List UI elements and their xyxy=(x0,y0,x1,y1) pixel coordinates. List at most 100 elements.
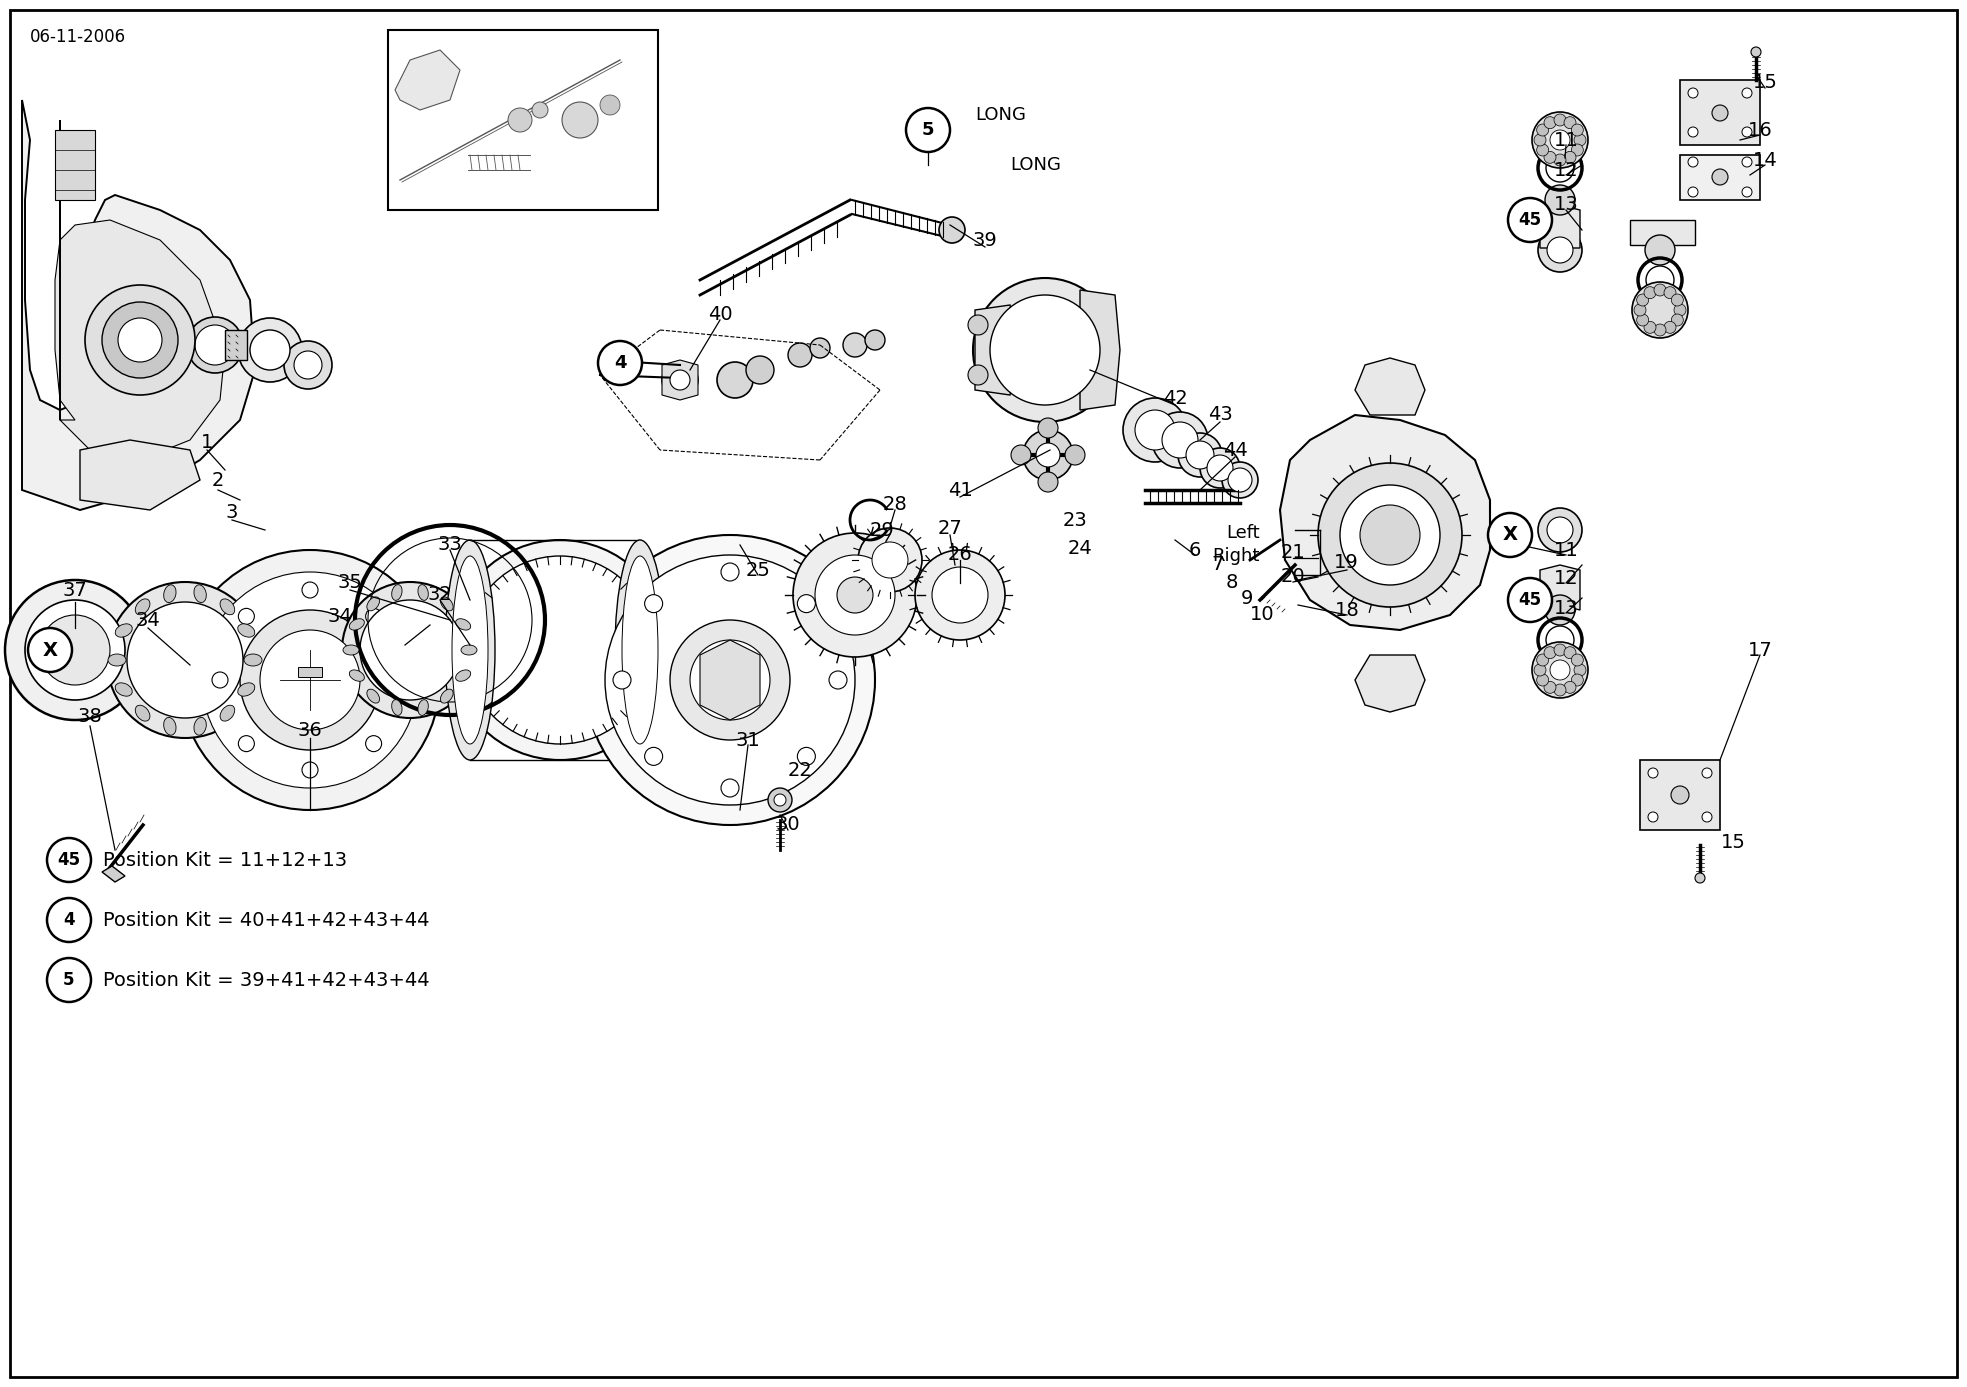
Circle shape xyxy=(1064,445,1086,465)
Circle shape xyxy=(1637,313,1648,326)
Circle shape xyxy=(1743,87,1753,98)
Circle shape xyxy=(366,609,382,624)
Circle shape xyxy=(1536,123,1548,136)
Ellipse shape xyxy=(163,717,177,735)
Circle shape xyxy=(690,639,769,720)
Text: 2: 2 xyxy=(212,470,224,490)
Circle shape xyxy=(671,620,791,741)
Text: 12: 12 xyxy=(1554,161,1578,179)
Circle shape xyxy=(1208,455,1233,481)
Circle shape xyxy=(1564,646,1576,659)
Ellipse shape xyxy=(244,655,262,666)
Circle shape xyxy=(1572,144,1583,155)
Text: 29: 29 xyxy=(869,520,895,540)
Circle shape xyxy=(1135,411,1174,449)
Ellipse shape xyxy=(195,717,207,735)
Circle shape xyxy=(1227,467,1253,492)
Text: 21: 21 xyxy=(1281,544,1306,563)
Circle shape xyxy=(1711,169,1727,184)
Circle shape xyxy=(858,528,923,592)
Circle shape xyxy=(240,610,380,750)
Text: 38: 38 xyxy=(77,706,102,725)
Text: 42: 42 xyxy=(1162,388,1188,408)
Ellipse shape xyxy=(456,619,470,630)
Circle shape xyxy=(1554,684,1566,696)
Polygon shape xyxy=(1680,80,1760,146)
Circle shape xyxy=(1554,114,1566,126)
Circle shape xyxy=(1532,112,1587,168)
Circle shape xyxy=(789,343,812,368)
Circle shape xyxy=(1039,417,1058,438)
Circle shape xyxy=(47,958,90,1001)
Circle shape xyxy=(1546,517,1574,542)
Circle shape xyxy=(968,365,987,386)
Text: Position Kit = 11+12+13: Position Kit = 11+12+13 xyxy=(102,850,346,870)
Circle shape xyxy=(181,551,441,810)
Circle shape xyxy=(507,108,531,132)
Circle shape xyxy=(974,277,1117,422)
Polygon shape xyxy=(1080,290,1119,411)
Circle shape xyxy=(1222,462,1259,498)
Ellipse shape xyxy=(350,619,364,630)
Circle shape xyxy=(1654,284,1666,295)
Polygon shape xyxy=(81,440,201,510)
Circle shape xyxy=(85,284,195,395)
Circle shape xyxy=(1532,642,1587,698)
Polygon shape xyxy=(55,121,224,460)
Text: 17: 17 xyxy=(1747,641,1772,659)
Circle shape xyxy=(283,341,332,388)
Circle shape xyxy=(466,556,653,743)
Circle shape xyxy=(1536,144,1548,155)
Ellipse shape xyxy=(238,624,256,637)
Ellipse shape xyxy=(391,584,401,601)
Circle shape xyxy=(1359,505,1420,565)
Circle shape xyxy=(907,108,950,153)
Text: 45: 45 xyxy=(1519,211,1542,229)
Text: Position Kit = 40+41+42+43+44: Position Kit = 40+41+42+43+44 xyxy=(102,910,429,929)
Polygon shape xyxy=(1355,358,1424,415)
Text: 25: 25 xyxy=(745,560,771,580)
Text: 35: 35 xyxy=(338,573,362,591)
Polygon shape xyxy=(976,305,1021,395)
Bar xyxy=(224,330,248,361)
Polygon shape xyxy=(1631,221,1696,245)
Text: 26: 26 xyxy=(948,545,972,565)
Circle shape xyxy=(1572,674,1583,687)
Circle shape xyxy=(1743,187,1753,197)
Polygon shape xyxy=(700,639,759,720)
Polygon shape xyxy=(1281,415,1489,630)
Circle shape xyxy=(938,216,966,243)
Text: 15: 15 xyxy=(1753,74,1778,93)
Circle shape xyxy=(1538,508,1581,552)
Circle shape xyxy=(28,628,73,671)
Polygon shape xyxy=(1540,205,1580,248)
Text: 18: 18 xyxy=(1336,601,1359,620)
Circle shape xyxy=(1674,304,1686,316)
Circle shape xyxy=(767,788,793,811)
Text: 7: 7 xyxy=(1212,556,1223,574)
Circle shape xyxy=(814,555,895,635)
Circle shape xyxy=(1635,304,1646,316)
Text: 10: 10 xyxy=(1249,606,1275,624)
Circle shape xyxy=(600,94,620,115)
Bar xyxy=(297,667,323,677)
Circle shape xyxy=(1743,157,1753,166)
Circle shape xyxy=(1672,294,1684,307)
Circle shape xyxy=(645,595,663,613)
Circle shape xyxy=(1039,472,1058,492)
Ellipse shape xyxy=(616,540,665,760)
Circle shape xyxy=(1564,117,1576,129)
Text: 16: 16 xyxy=(1747,121,1772,140)
Circle shape xyxy=(102,302,177,379)
Polygon shape xyxy=(1540,565,1580,610)
Ellipse shape xyxy=(108,655,126,666)
Text: 43: 43 xyxy=(1208,405,1233,424)
Circle shape xyxy=(1564,151,1576,164)
Polygon shape xyxy=(1680,155,1760,200)
Text: 33: 33 xyxy=(437,535,462,555)
Circle shape xyxy=(968,315,987,336)
Circle shape xyxy=(606,555,856,804)
Circle shape xyxy=(118,318,161,362)
Text: Left: Left xyxy=(1225,524,1261,542)
Ellipse shape xyxy=(195,585,207,602)
